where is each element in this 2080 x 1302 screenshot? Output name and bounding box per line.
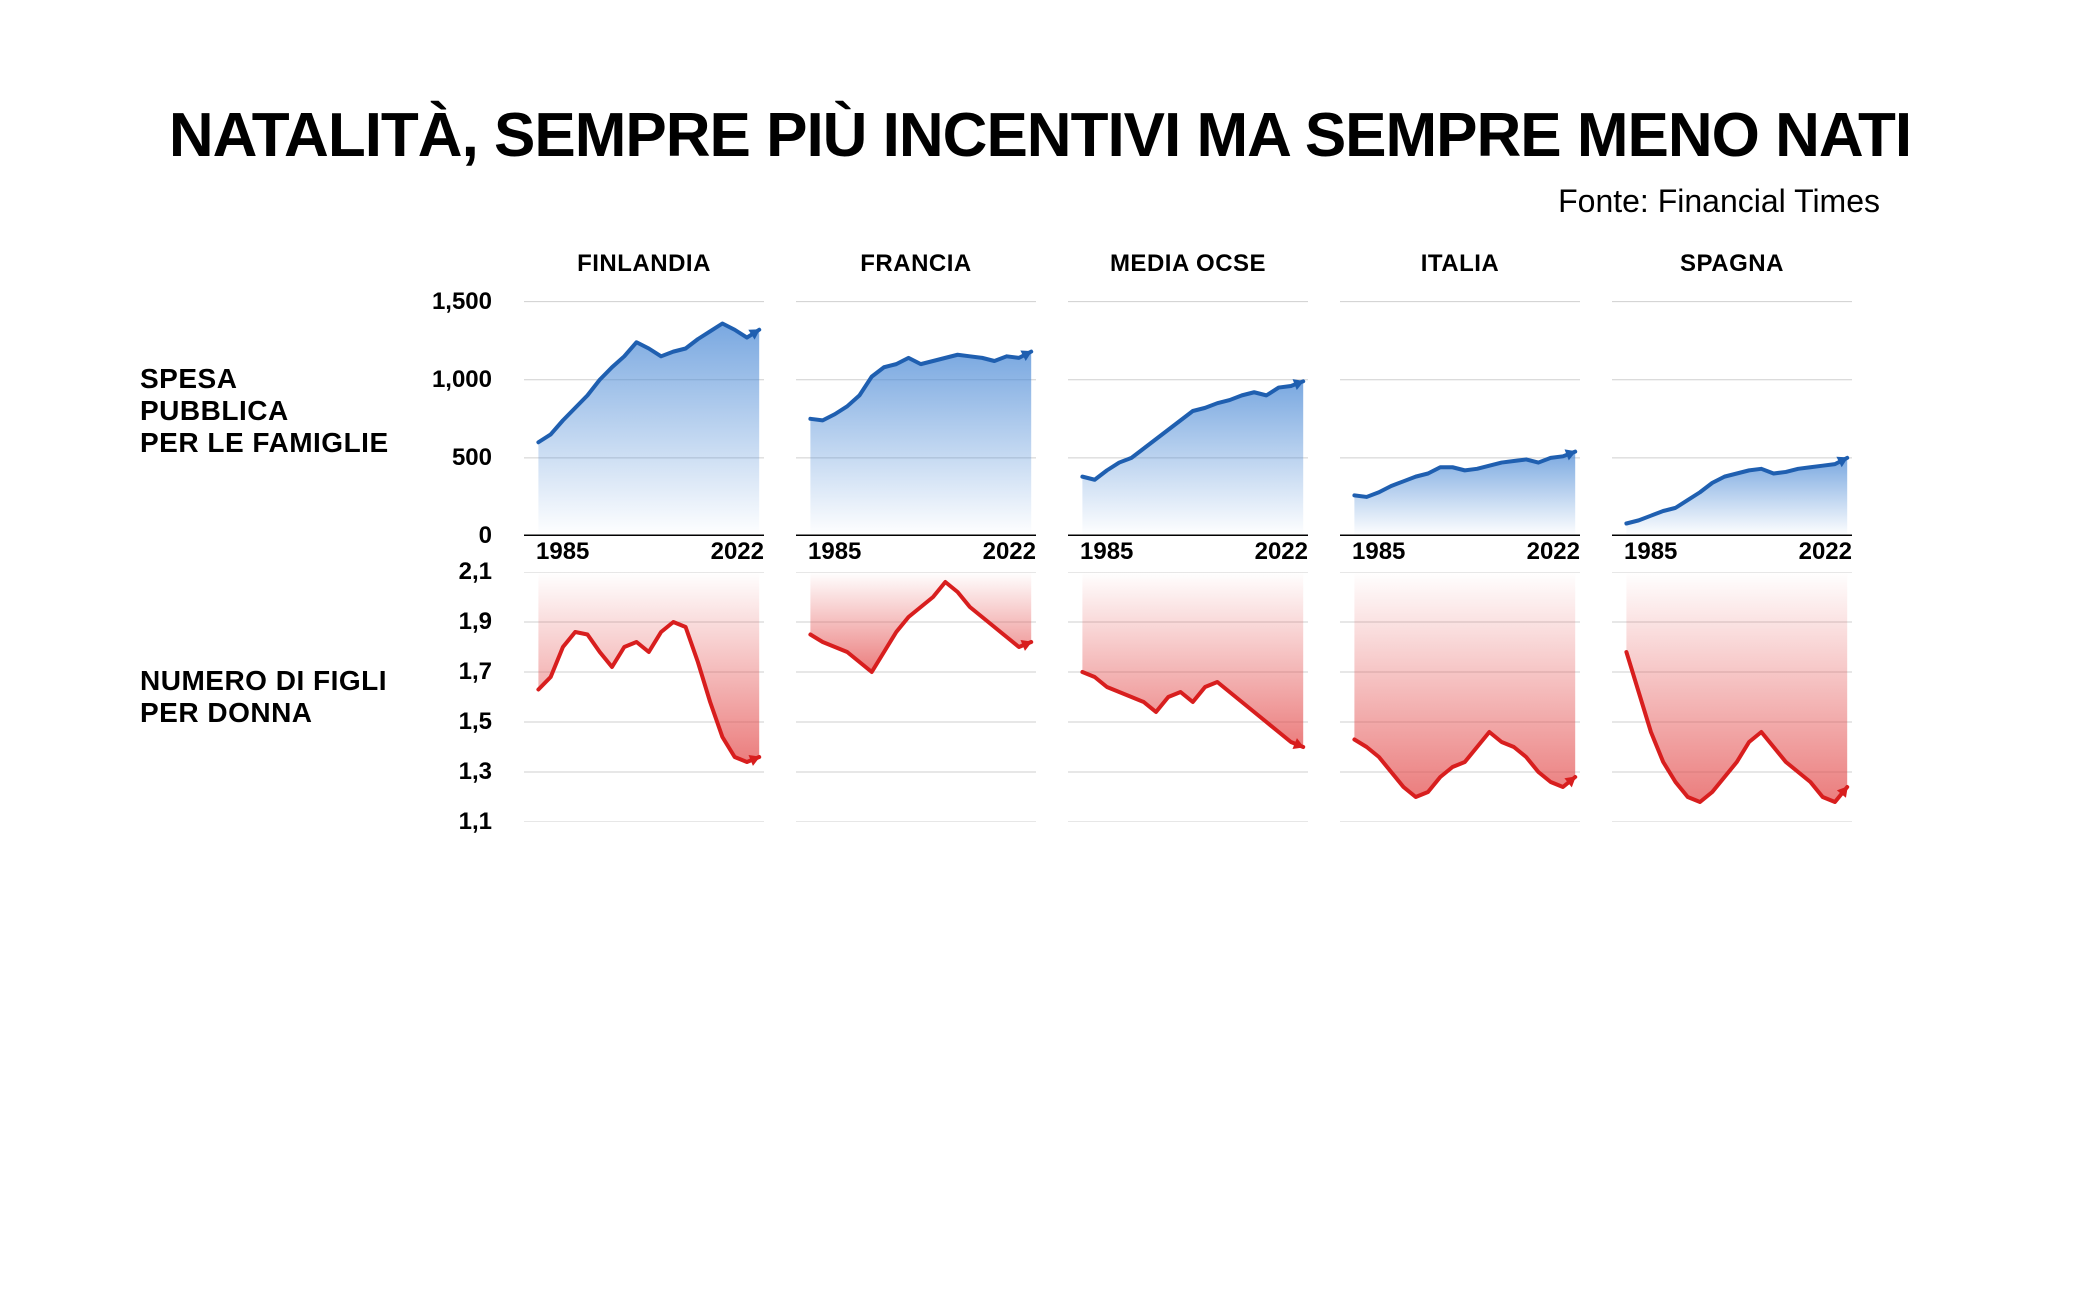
spending-chart — [1612, 286, 1852, 536]
x-tick-start: 1985 — [808, 538, 861, 566]
y-tick: 1,3 — [459, 758, 492, 786]
fertility-chart — [1340, 572, 1580, 822]
x-tick-end: 2022 — [1527, 538, 1580, 566]
fertility-chart — [1612, 572, 1852, 822]
x-tick-end: 2022 — [711, 538, 764, 566]
column-head: FINLANDIA — [524, 250, 764, 286]
spending-chart — [796, 286, 1036, 536]
x-tick-end: 2022 — [1799, 538, 1852, 566]
y-tick: 1,9 — [459, 608, 492, 636]
x-axis-labels: 1985 2022 — [1068, 536, 1308, 572]
y-tick: 1,000 — [432, 366, 492, 394]
source-line: Fonte: Financial Times — [140, 183, 1880, 220]
x-tick-start: 1985 — [1624, 538, 1677, 566]
x-tick-start: 1985 — [1080, 538, 1133, 566]
y-tick: 1,1 — [459, 808, 492, 836]
column-head: MEDIA OCSE — [1068, 250, 1308, 286]
y-tick: 1,5 — [459, 708, 492, 736]
x-axis-labels: 1985 2022 — [1612, 536, 1852, 572]
y-tick: 1,7 — [459, 658, 492, 686]
y-tick: 500 — [452, 444, 492, 472]
x-axis-labels: 1985 2022 — [1340, 536, 1580, 572]
fertility-chart — [1068, 572, 1308, 822]
y-axis-fertility: 1,11,31,51,71,92,1 — [422, 572, 492, 822]
x-tick-end: 2022 — [983, 538, 1036, 566]
column-head: ITALIA — [1340, 250, 1580, 286]
x-axis-labels: 1985 2022 — [524, 536, 764, 572]
spending-chart — [1068, 286, 1308, 536]
column-head: SPAGNA — [1612, 250, 1852, 286]
y-tick: 0 — [479, 522, 492, 550]
y-tick: 2,1 — [459, 558, 492, 586]
row-label-fertility: NUMERO DI FIGLIPER DONNA — [140, 572, 390, 822]
spending-chart — [524, 286, 764, 536]
y-axis-spending: 05001,0001,500 — [422, 286, 492, 536]
spending-chart — [1340, 286, 1580, 536]
x-tick-start: 1985 — [1352, 538, 1405, 566]
row-label-spending: SPESAPUBBLICAPER LE FAMIGLIE — [140, 286, 390, 536]
column-head: FRANCIA — [796, 250, 1036, 286]
x-axis-labels: 1985 2022 — [796, 536, 1036, 572]
fertility-chart — [796, 572, 1036, 822]
x-tick-start: 1985 — [536, 538, 589, 566]
chart-grid: FINLANDIA FRANCIA MEDIA OCSE ITALIA SPAGNA SP… — [140, 250, 1940, 822]
y-tick: 1,500 — [432, 288, 492, 316]
page-title: NATALITÀ, SEMPRE PIÙ INCENTIVI MA SEMPRE… — [140, 100, 1940, 171]
fertility-chart — [524, 572, 764, 822]
x-tick-end: 2022 — [1255, 538, 1308, 566]
